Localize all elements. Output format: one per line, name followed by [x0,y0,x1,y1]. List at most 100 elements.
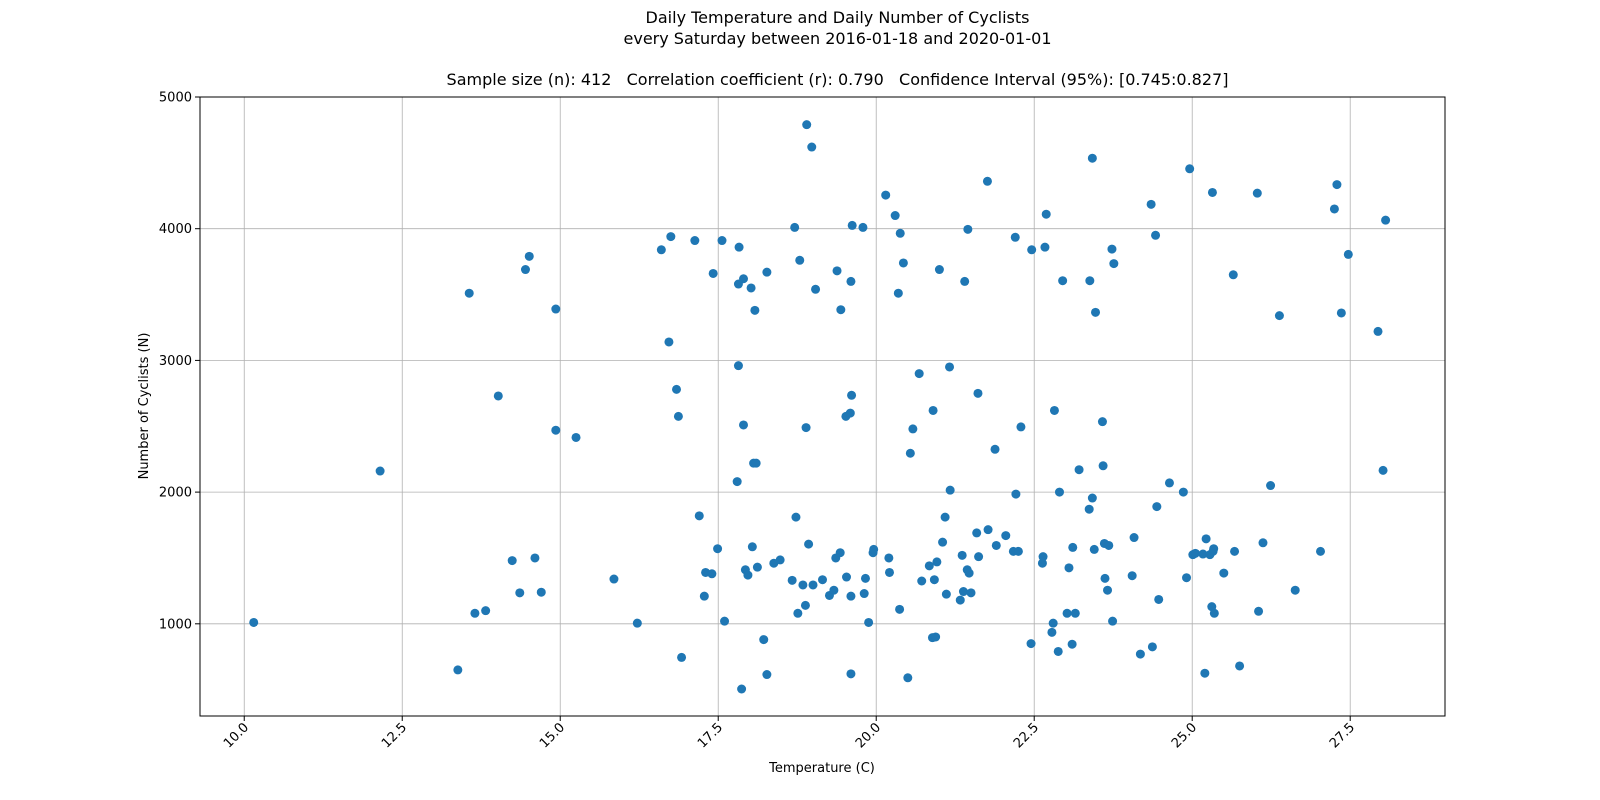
y-tick-label: 5000 [159,91,192,106]
data-point [842,572,852,582]
data-point [1154,594,1164,604]
data-point [1041,209,1051,219]
data-point [1258,538,1268,548]
data-point [720,616,730,626]
data-point [1011,489,1021,499]
x-tick-label: 10.0 [221,720,252,751]
data-point [713,544,723,554]
data-point [1329,204,1339,214]
data-point [955,595,965,605]
data-point [1058,276,1068,286]
data-point [859,589,869,599]
data-point [807,142,817,152]
data-point [1108,616,1118,626]
data-point [940,512,950,522]
data-point [804,539,814,549]
data-point [908,424,918,434]
data-point [1332,180,1342,190]
data-point [793,608,803,618]
data-point [835,548,845,558]
data-point [747,542,757,552]
data-point [1129,533,1139,543]
data-point [708,268,718,278]
data-point [571,432,581,442]
data-point [832,266,842,276]
data-point [966,588,976,598]
data-point [1274,311,1284,321]
data-point [751,458,761,468]
data-point [666,232,676,242]
data-point [928,405,938,415]
data-point [609,574,619,584]
data-point [800,600,810,610]
data-point [973,388,983,398]
data-point [1087,153,1097,163]
data-point [974,552,984,562]
data-point [957,550,967,560]
x-tick-label: 25.0 [1169,720,1200,751]
data-point [798,580,808,590]
x-tick-label: 22.5 [1011,720,1042,751]
data-point [795,255,805,265]
data-point [1219,568,1229,578]
y-tick-label: 4000 [159,222,192,237]
data-point [1097,417,1107,427]
data-point [836,305,846,315]
data-point [1062,608,1072,618]
data-point [733,361,743,371]
data-point [1316,546,1325,556]
data-point [453,665,463,675]
axis-ticks: 10.0 12.5 15.0 17.5 20.0 22.5 25.0 27.5 1000 2000… [159,91,1358,752]
data-point [732,477,742,487]
y-tick-label: 3000 [159,354,192,369]
data-point [846,276,856,286]
data-point [890,211,900,221]
data-point [1254,606,1264,616]
y-tick-label: 2000 [159,486,192,501]
data-point [991,540,1001,550]
data-point [707,569,717,579]
data-point [656,245,666,255]
data-point [1010,232,1020,242]
data-point [1201,534,1211,544]
data-point [1087,493,1097,503]
data-point [1209,544,1219,554]
data-point [1047,627,1057,637]
data-point [869,544,879,554]
data-point [1127,571,1137,581]
data-point [775,555,785,565]
data-point [895,228,905,238]
data-point [464,288,474,298]
data-point [551,304,561,314]
data-point [1084,504,1094,514]
data-point [1037,558,1047,568]
data-point [864,617,874,627]
data-point [1026,639,1036,649]
x-axis-label: Temperature (C) [768,761,875,776]
data-point [1049,405,1059,415]
data-point [1054,487,1064,497]
data-point [898,258,908,268]
data-point [1336,308,1346,318]
data-point [752,562,762,572]
data-point [1147,642,1157,652]
data-point [1074,465,1084,475]
data-point [983,525,993,535]
data-point [1200,668,1210,678]
data-point [1103,585,1113,595]
data-point [1053,646,1063,656]
data-point [1001,531,1011,541]
data-point [893,288,903,298]
data-point [945,485,955,495]
y-axis-label: Number of Cyclists (N) [137,333,152,480]
data-point [790,222,800,232]
data-point [1100,573,1110,583]
data-point [905,448,915,458]
data-point [717,236,727,246]
data-point [632,618,642,628]
data-point [903,673,913,683]
data-point [932,557,942,567]
data-point [934,265,944,275]
x-tick-label: 17.5 [695,720,726,751]
